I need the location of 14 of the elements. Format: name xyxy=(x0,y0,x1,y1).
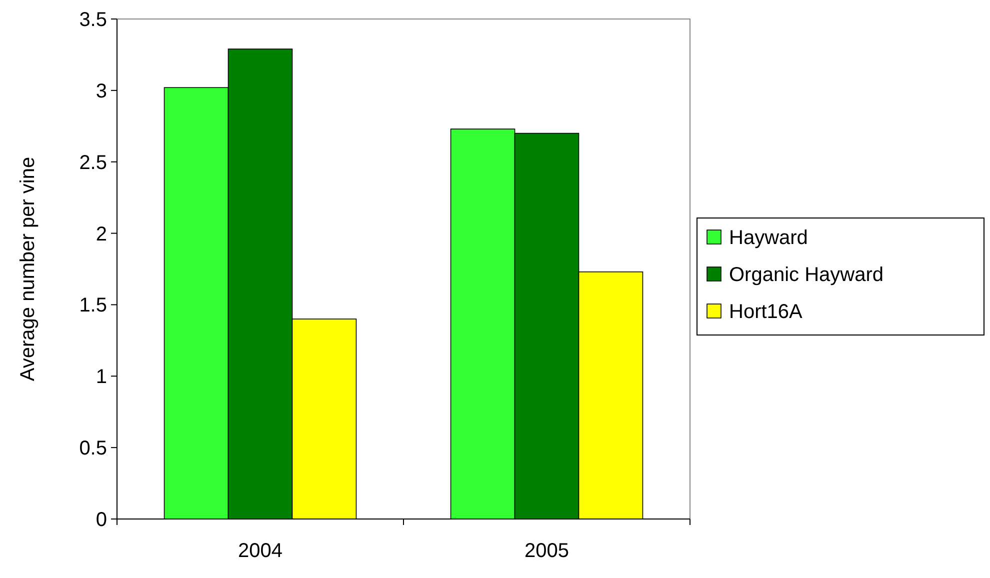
y-tick-label: 3 xyxy=(96,80,107,102)
y-tick-label: 2 xyxy=(96,223,107,246)
y-tick-label: 0.5 xyxy=(79,438,107,460)
y-tick-label: 2.5 xyxy=(79,152,107,174)
legend-label: Hort16A xyxy=(729,301,804,323)
y-tick-label: 1.5 xyxy=(79,294,107,317)
y-axis-title: Average number per vine xyxy=(17,156,39,382)
legend-label: Organic Hayward xyxy=(729,264,884,286)
y-tick-label: 1 xyxy=(96,366,107,388)
x-tick-label: 2005 xyxy=(524,540,569,562)
y-tick-label: 3.5 xyxy=(79,9,107,31)
x-tick-label: 2004 xyxy=(238,540,282,562)
legend-label: Hayward xyxy=(729,227,808,249)
y-tick-label: 0 xyxy=(96,509,107,531)
